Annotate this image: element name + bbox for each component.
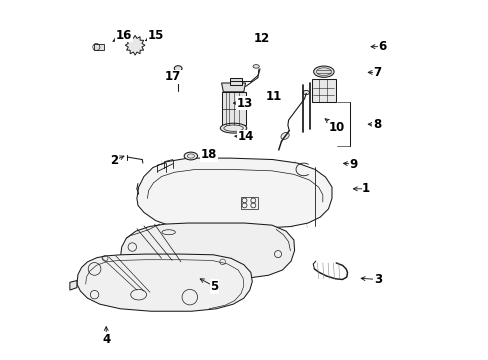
Text: 2: 2 [110, 154, 118, 167]
Text: 16: 16 [116, 29, 132, 42]
Polygon shape [229, 78, 242, 85]
Circle shape [131, 42, 139, 49]
Ellipse shape [303, 90, 309, 95]
Polygon shape [125, 35, 145, 55]
Ellipse shape [313, 66, 333, 77]
Text: 18: 18 [201, 148, 217, 161]
Text: 6: 6 [378, 40, 386, 53]
Ellipse shape [220, 123, 246, 133]
Text: 5: 5 [210, 280, 218, 293]
Polygon shape [70, 280, 77, 290]
Text: 15: 15 [147, 29, 163, 42]
Text: 1: 1 [362, 182, 369, 195]
Text: 8: 8 [372, 118, 381, 131]
Polygon shape [77, 254, 252, 311]
Text: 11: 11 [265, 90, 281, 103]
Polygon shape [137, 158, 331, 229]
Text: 14: 14 [238, 130, 254, 143]
Text: 7: 7 [372, 66, 381, 79]
Text: 10: 10 [328, 121, 345, 134]
Ellipse shape [184, 152, 197, 160]
Polygon shape [93, 44, 104, 50]
Ellipse shape [252, 65, 259, 68]
Text: 12: 12 [253, 32, 269, 45]
Text: 9: 9 [349, 158, 357, 171]
Polygon shape [221, 83, 245, 92]
Polygon shape [221, 92, 245, 125]
Text: 17: 17 [165, 71, 181, 84]
Ellipse shape [174, 66, 182, 71]
Polygon shape [311, 80, 335, 102]
Text: 13: 13 [237, 96, 253, 109]
Text: 3: 3 [373, 273, 381, 286]
Ellipse shape [281, 132, 288, 139]
Text: 4: 4 [102, 333, 110, 346]
Polygon shape [175, 78, 181, 83]
Polygon shape [120, 223, 294, 279]
